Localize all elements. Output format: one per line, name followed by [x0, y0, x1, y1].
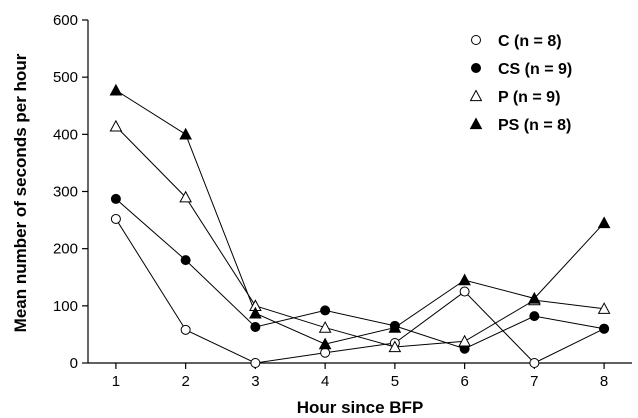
y-tick-label: 500: [53, 69, 78, 86]
legend-marker: [469, 89, 483, 102]
series-line-2: [115, 125, 605, 348]
x-tick-label: 1: [112, 373, 120, 390]
data-point: [179, 127, 192, 140]
data-point: [529, 311, 540, 322]
x-tick-label: 2: [181, 373, 189, 390]
data-point: [458, 273, 471, 286]
data-point: [318, 321, 332, 333]
series-markers: [109, 83, 611, 368]
legend-marker: [469, 117, 483, 130]
data-point: [597, 302, 611, 314]
data-point: [109, 119, 123, 132]
x-axis-title: Hour since BFP: [297, 398, 424, 417]
legend-label: C (n = 8): [498, 33, 562, 50]
data-point: [458, 334, 471, 347]
y-tick-label: 400: [53, 126, 78, 143]
data-point: [320, 347, 331, 358]
data-point: [110, 193, 121, 204]
legend-marker: [471, 63, 481, 73]
y-axis-title: Mean number of seconds per hour: [11, 53, 30, 332]
series-line-3: [115, 89, 605, 345]
data-point: [180, 255, 191, 266]
data-point: [388, 340, 402, 353]
data-point: [109, 83, 123, 96]
y-tick-label: 600: [53, 12, 78, 29]
data-point: [179, 190, 192, 203]
legend-label: P (n = 9): [498, 89, 560, 106]
data-point: [599, 323, 610, 334]
legend-label: PS (n = 8): [498, 117, 571, 134]
legend: C (n = 8) CS (n = 9) P (n = 9) PS (n = 8): [469, 33, 572, 134]
plot-area: 0 100 200 300 400 500 600 1 2 3 4 5 6 7 8: [53, 12, 632, 390]
data-point: [529, 358, 540, 368]
data-point: [597, 216, 611, 229]
y-tick-label: 100: [53, 298, 78, 315]
x-tick-label: 5: [391, 373, 399, 390]
series-line-0: [115, 218, 605, 364]
y-axis-ticks: 0 100 200 300 400 500 600: [53, 12, 88, 372]
data-point: [250, 321, 261, 332]
y-tick-label: 300: [53, 184, 78, 201]
data-point: [250, 358, 261, 368]
data-point: [180, 324, 191, 335]
x-tick-label: 6: [460, 373, 468, 390]
series-lines: [115, 89, 605, 364]
legend-marker: [471, 35, 481, 45]
series-line-1: [115, 198, 605, 350]
data-point: [110, 213, 121, 224]
x-tick-label: 4: [321, 373, 329, 390]
data-point: [528, 291, 541, 304]
data-point: [318, 337, 332, 350]
data-point: [249, 306, 262, 319]
data-point: [459, 286, 470, 297]
x-tick-label: 8: [600, 373, 608, 390]
x-tick-label: 3: [251, 373, 259, 390]
y-tick-label: 0: [70, 355, 78, 372]
x-tick-label: 7: [530, 373, 538, 390]
y-tick-label: 200: [53, 241, 78, 258]
data-point: [320, 305, 331, 316]
data-point: [388, 321, 402, 333]
legend-label: CS (n = 9): [498, 61, 572, 78]
